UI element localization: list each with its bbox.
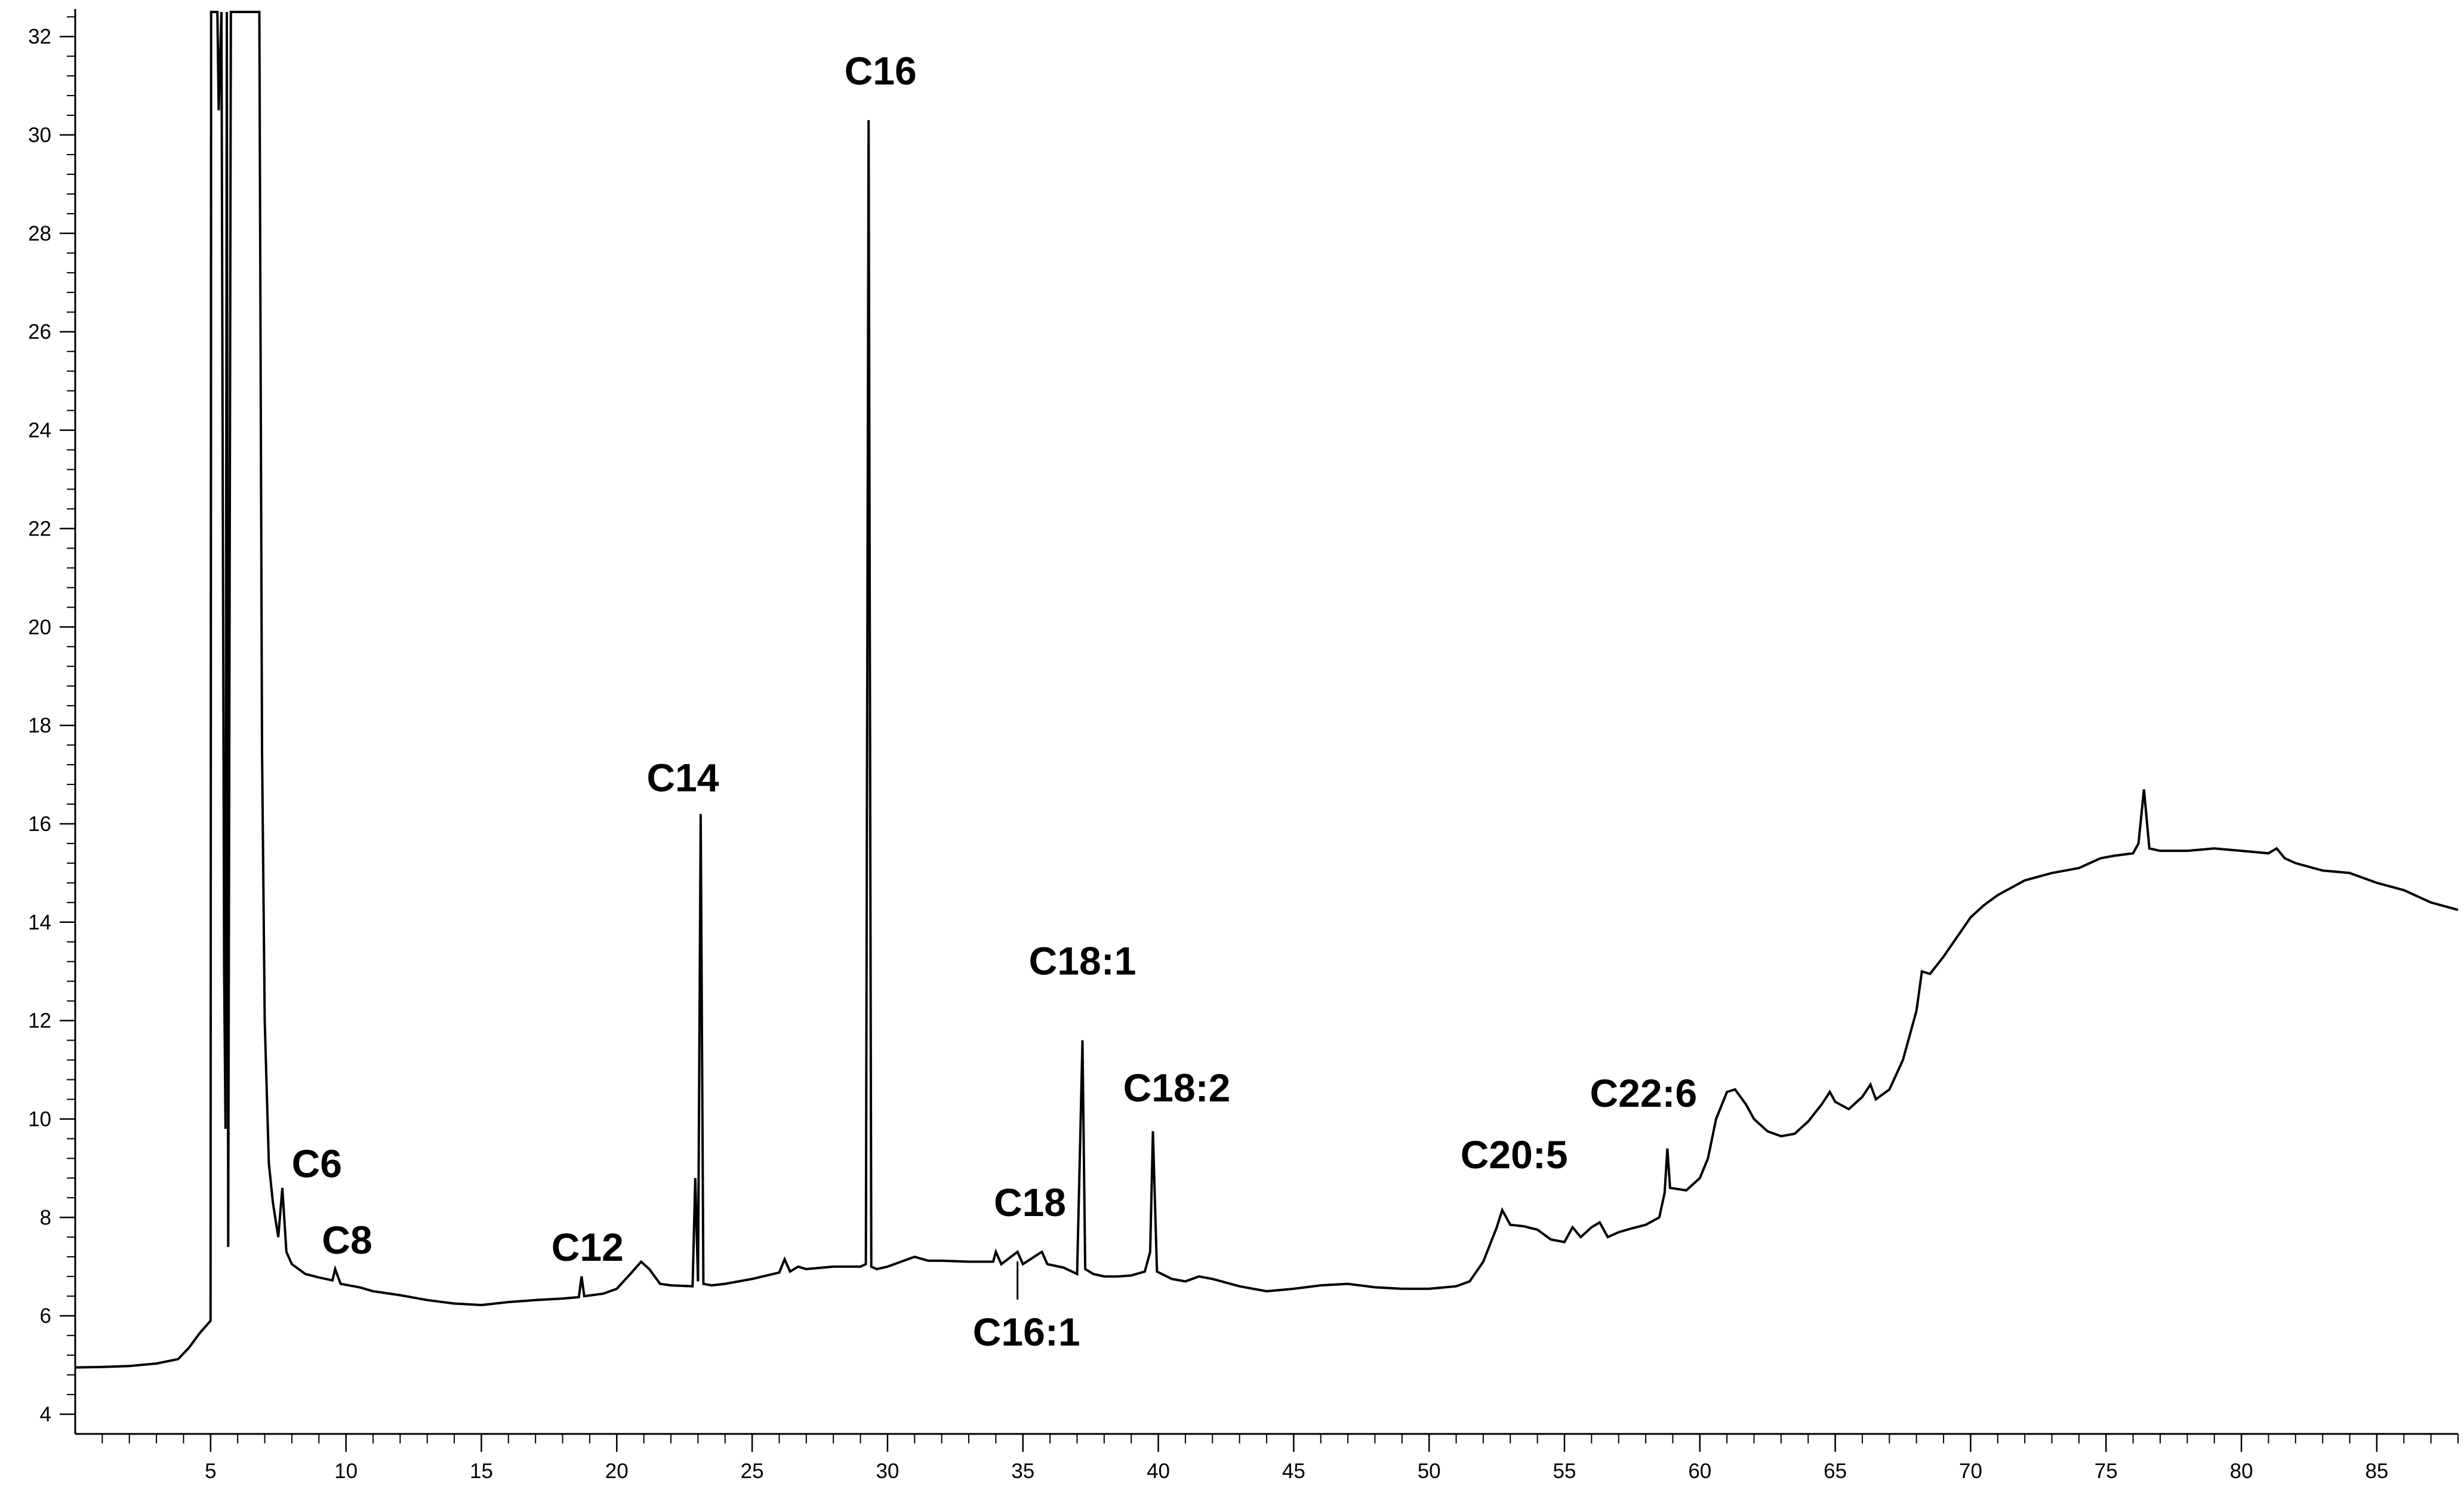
peak-label-c16-1: C16:1	[973, 1310, 1080, 1354]
peak-label-c18-1: C18:1	[1029, 939, 1136, 983]
x-tick-label: 35	[1011, 1460, 1034, 1483]
x-tick-label: 80	[2230, 1460, 2253, 1483]
x-tick-label: 5	[205, 1460, 216, 1483]
y-tick-label: 8	[40, 1206, 51, 1229]
y-tick-label: 14	[28, 911, 51, 934]
x-tick-label: 60	[1688, 1460, 1711, 1483]
chromatogram-trace	[75, 11, 2459, 1369]
peak-label-c22-6: C22:6	[1590, 1071, 1697, 1115]
x-tick-label: 40	[1147, 1460, 1170, 1483]
x-tick-label: 55	[1553, 1460, 1576, 1483]
x-tick-label: 85	[2365, 1460, 2388, 1483]
y-tick-label: 20	[28, 615, 51, 639]
y-tick-label: 16	[28, 812, 51, 836]
y-tick-label: 28	[28, 222, 51, 245]
x-tick-label: 75	[2095, 1460, 2118, 1483]
x-tick-label: 10	[334, 1460, 358, 1483]
axes: 4 6 8 10 12 14 16 18 20 22 24 26 28 30 32 5 10 15 20 25 30 35…	[28, 9, 2459, 1483]
y-tick-label: 24	[28, 419, 51, 442]
y-tick-label: 10	[28, 1107, 51, 1131]
y-tick-label: 6	[40, 1304, 51, 1328]
peak-annotations: C6 C8 C12 C14 C16 C16:1 C18 C18:1 C18:2 C20:5 C22:…	[292, 48, 1698, 1354]
y-tick-label: 26	[28, 321, 51, 344]
peak-label-c20-5: C20:5	[1461, 1132, 1568, 1177]
y-tick-label: 12	[28, 1009, 51, 1033]
y-tick-label: 30	[28, 124, 51, 147]
x-tick-label: 70	[1959, 1460, 1982, 1483]
peak-label-c18: C18	[994, 1180, 1066, 1224]
x-tick-label: 30	[876, 1460, 899, 1483]
x-tick-label: 50	[1418, 1460, 1441, 1483]
x-tick-label: 20	[605, 1460, 629, 1483]
peak-label-c12: C12	[552, 1225, 624, 1269]
x-tick-label: 45	[1282, 1460, 1305, 1483]
y-tick-label: 4	[40, 1403, 51, 1426]
peak-label-c16: C16	[845, 48, 917, 93]
x-tick-label: 65	[1824, 1460, 1847, 1483]
peak-label-c14: C14	[646, 755, 719, 799]
y-tick-label: 18	[28, 714, 51, 737]
x-tick-label: 25	[741, 1460, 764, 1483]
y-tick-label: 32	[28, 25, 51, 48]
peak-label-c6: C6	[292, 1141, 342, 1186]
trace-layer	[75, 11, 2459, 1369]
peak-label-c8: C8	[322, 1218, 372, 1262]
y-tick-label: 22	[28, 517, 51, 540]
x-tick-label: 15	[470, 1460, 493, 1483]
peak-label-c18-2: C18:2	[1123, 1066, 1231, 1110]
